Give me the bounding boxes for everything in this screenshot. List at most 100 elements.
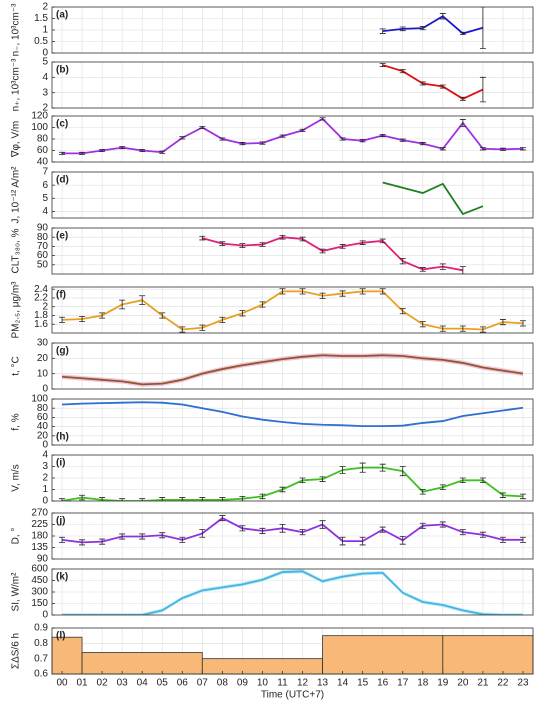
y-tick-label: 0.7 [34, 653, 48, 664]
error-bar [279, 486, 286, 493]
y-axis-label: t, °C [11, 356, 22, 376]
x-tick-label: 12 [297, 678, 309, 689]
y-tick-label: 2 [42, 103, 48, 114]
error-bar [219, 515, 226, 522]
x-tick-label: 11 [277, 678, 288, 689]
y-tick-label: 6 [42, 180, 48, 191]
y-tick-label: 20 [37, 430, 49, 441]
x-tick-label: 08 [217, 678, 229, 689]
error-bar [299, 236, 306, 242]
error-bar [399, 257, 406, 265]
error-bar [179, 326, 186, 333]
y-axis-label: ΣΔS/6 h [11, 633, 22, 669]
y-tick-label: 7 [42, 167, 48, 178]
error-bar [279, 288, 286, 295]
error-bar [459, 96, 466, 101]
series-line [61, 517, 523, 544]
error-bar [279, 524, 286, 533]
error-bar [459, 325, 466, 332]
x-tick-label: 09 [237, 678, 249, 689]
error-bar [99, 312, 106, 319]
x-tick-label: 02 [97, 678, 109, 689]
x-tick-label: 07 [197, 678, 209, 689]
error-bar [159, 150, 166, 154]
error-band [62, 352, 523, 387]
y-tick-label: 600 [31, 564, 48, 575]
y-tick-label: 40 [37, 421, 49, 432]
panel-frame [51, 171, 534, 219]
series-line [382, 15, 484, 35]
panel-frame [51, 227, 534, 275]
y-tick-label: 60 [37, 412, 49, 423]
error-bar [379, 288, 386, 295]
error-bar [179, 497, 186, 501]
error-bar [399, 138, 406, 142]
error-bar [439, 484, 446, 490]
panel-frame [51, 454, 534, 502]
error-bar [319, 117, 326, 121]
x-tick-label: 21 [477, 678, 489, 689]
error-bar [59, 498, 66, 501]
error-bar [519, 147, 526, 151]
error-bar [479, 531, 486, 538]
error-bar [99, 538, 106, 545]
error-bar [159, 497, 166, 501]
error-bar [99, 148, 106, 153]
error-bar [79, 151, 86, 155]
y-tick-label: 5 [42, 193, 48, 204]
y-axis-label: SI, W/m² [11, 572, 22, 612]
x-axis-label: Time (UTC+7) [261, 690, 324, 701]
panel-label: (d) [56, 175, 69, 186]
error-bar [339, 137, 346, 141]
error-bar [179, 136, 186, 140]
error-bar [59, 536, 66, 543]
error-bar [439, 325, 446, 332]
x-tick-label: 05 [157, 678, 169, 689]
series-line [61, 290, 524, 331]
series-line [62, 117, 524, 155]
error-bar [379, 28, 386, 34]
error-bar [219, 316, 226, 323]
panel-frame [51, 342, 534, 390]
y-axis-label: f, % [11, 413, 22, 430]
error-bar [259, 527, 266, 534]
error-bar [199, 497, 206, 501]
error-bar [199, 125, 206, 130]
error-bar [519, 320, 526, 327]
y-tick-label: 2.4 [34, 284, 48, 295]
error-bar [179, 536, 186, 543]
y-tick-label: 0 [42, 384, 48, 395]
error-bar [219, 241, 226, 246]
x-tick-label: 10 [257, 678, 269, 689]
x-tick-label: 22 [497, 678, 509, 689]
error-bar [359, 240, 366, 245]
series-line [61, 354, 524, 386]
series-line [61, 466, 524, 501]
error-band [62, 569, 523, 615]
panel-frame [51, 61, 534, 109]
y-tick-label: 10 [37, 368, 49, 379]
error-bar [219, 137, 226, 141]
error-bar [479, 326, 486, 333]
series-line [382, 181, 484, 216]
y-tick-label: 300 [31, 587, 48, 598]
y-tick-label: 4 [42, 72, 48, 83]
x-tick-label: 18 [417, 678, 429, 689]
error-bar [279, 134, 286, 138]
y-tick-label: 2 [42, 473, 48, 484]
panel-label: (g) [56, 346, 69, 357]
error-bar [319, 248, 326, 254]
error-bar [519, 536, 526, 543]
error-bar [159, 532, 166, 539]
error-bar [99, 497, 106, 501]
panel-label: (f) [56, 290, 66, 301]
error-bar [479, 147, 486, 151]
y-tick-label: 1.8 [34, 310, 48, 321]
error-bar [199, 529, 206, 538]
error-bar [139, 148, 146, 153]
y-axis-label: ∇φ, V/m [11, 121, 22, 159]
y-tick-label: 50 [37, 259, 49, 270]
error-bar [119, 146, 126, 150]
error-bar [59, 316, 66, 323]
error-bar [479, 477, 486, 483]
